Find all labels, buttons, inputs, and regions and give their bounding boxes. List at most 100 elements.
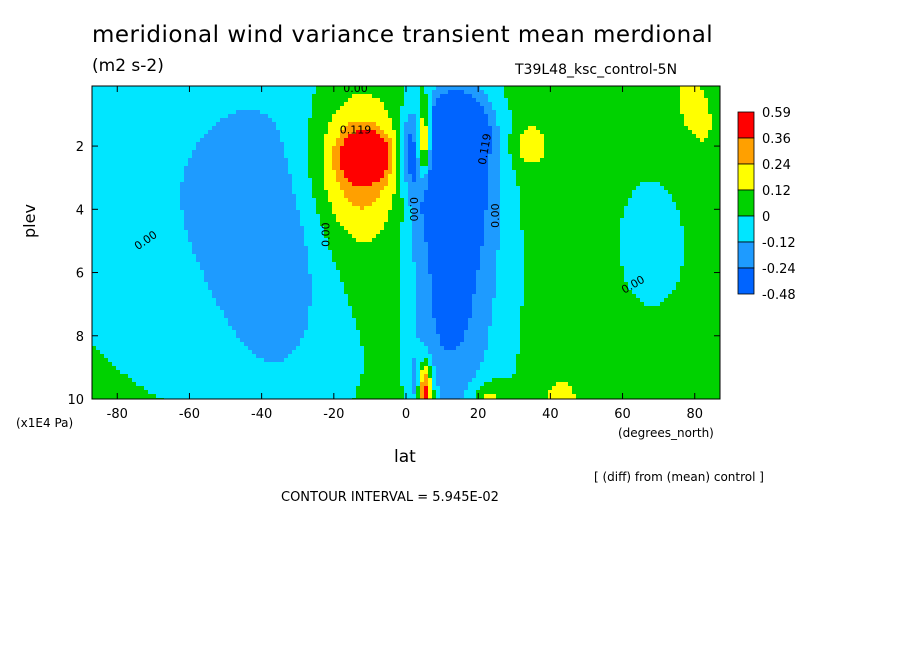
field-cell — [520, 194, 633, 199]
field-cell — [704, 90, 720, 95]
field-cell — [400, 290, 417, 295]
field-cell — [340, 270, 401, 275]
field-cell — [420, 170, 429, 175]
y-tick-label: 2 — [76, 140, 84, 155]
field-cell — [416, 298, 433, 303]
field-cell — [380, 134, 389, 139]
field-cell — [432, 150, 493, 155]
field-cell — [304, 230, 325, 235]
field-cell — [416, 334, 441, 339]
field-cell — [308, 326, 357, 331]
field-cell — [680, 98, 709, 103]
contour-interval: CONTOUR INTERVAL = 5.945E-02 — [281, 490, 499, 505]
field-cell — [92, 190, 181, 195]
field-cell — [400, 310, 417, 315]
field-cell — [500, 174, 517, 179]
field-cell — [428, 94, 433, 99]
field-cell — [92, 318, 229, 323]
field-cell — [308, 318, 357, 323]
field-cell — [512, 166, 720, 171]
field-cell — [432, 102, 437, 107]
field-cell — [404, 158, 409, 163]
field-cell — [432, 306, 473, 311]
field-cell — [196, 142, 285, 147]
field-cell — [348, 230, 381, 235]
field-cell — [196, 146, 285, 151]
field-cell — [400, 122, 405, 127]
x-tick-label: -60 — [179, 407, 200, 422]
field-cell — [428, 122, 433, 127]
field-cell — [520, 186, 637, 191]
field-cell — [400, 238, 413, 243]
field-cell — [520, 330, 720, 335]
field-cell — [300, 210, 317, 215]
field-cell — [516, 174, 720, 179]
field-cell — [92, 238, 189, 243]
field-cell — [340, 166, 389, 171]
field-cell — [92, 246, 193, 251]
field-cell — [376, 122, 393, 127]
field-cell — [92, 214, 185, 219]
field-cell — [308, 314, 353, 319]
field-cell — [400, 378, 413, 383]
field-cell — [548, 390, 573, 395]
field-cell — [92, 250, 193, 255]
field-cell — [316, 210, 333, 215]
field-cell — [408, 154, 417, 159]
field-cell — [420, 158, 429, 163]
field-cell — [424, 390, 429, 395]
field-cell — [488, 178, 501, 183]
field-cell — [524, 278, 625, 283]
field-cell — [440, 94, 473, 99]
field-cell — [476, 286, 497, 291]
field-cell — [224, 314, 309, 319]
field-cell — [336, 142, 345, 147]
field-cell — [428, 162, 433, 167]
field-cell — [476, 390, 549, 395]
field-cell — [308, 254, 333, 259]
field-cell — [524, 238, 621, 243]
field-cell — [92, 370, 121, 375]
field-cell — [436, 318, 469, 323]
field-cell — [428, 138, 433, 143]
field-cell — [480, 86, 505, 91]
field-cell — [476, 282, 497, 287]
field-cell — [404, 166, 409, 171]
field-cell — [396, 130, 401, 135]
field-cell — [500, 210, 521, 215]
field-cell — [328, 130, 341, 135]
field-cell — [508, 102, 681, 107]
field-cell — [512, 126, 529, 131]
field-cell — [340, 158, 389, 163]
field-cell — [412, 226, 425, 231]
field-cell — [92, 194, 181, 199]
field-cell — [364, 354, 401, 359]
field-cell — [424, 190, 489, 195]
field-cell — [340, 222, 385, 227]
field-cell — [432, 274, 477, 279]
field-cell — [432, 90, 449, 95]
field-cell — [324, 162, 333, 167]
field-cell — [416, 142, 421, 147]
field-cell — [416, 130, 421, 135]
field-cell — [384, 226, 401, 231]
field-cell — [400, 318, 417, 323]
field-cell — [500, 126, 513, 131]
field-cell — [356, 238, 373, 243]
field-cell — [392, 126, 401, 131]
field-cell — [416, 126, 421, 131]
field-cell — [416, 382, 421, 387]
field-cell — [488, 338, 521, 343]
field-cell — [516, 358, 720, 363]
field-cell — [400, 382, 413, 387]
field-cell — [520, 318, 720, 323]
field-cell — [392, 154, 397, 159]
field-cell — [200, 266, 309, 271]
field-cell — [324, 158, 333, 163]
field-cell — [520, 146, 545, 151]
field-cell — [384, 186, 397, 191]
field-cell — [364, 366, 401, 371]
field-cell — [496, 394, 549, 399]
field-cell — [500, 178, 517, 183]
field-cell — [484, 394, 497, 399]
